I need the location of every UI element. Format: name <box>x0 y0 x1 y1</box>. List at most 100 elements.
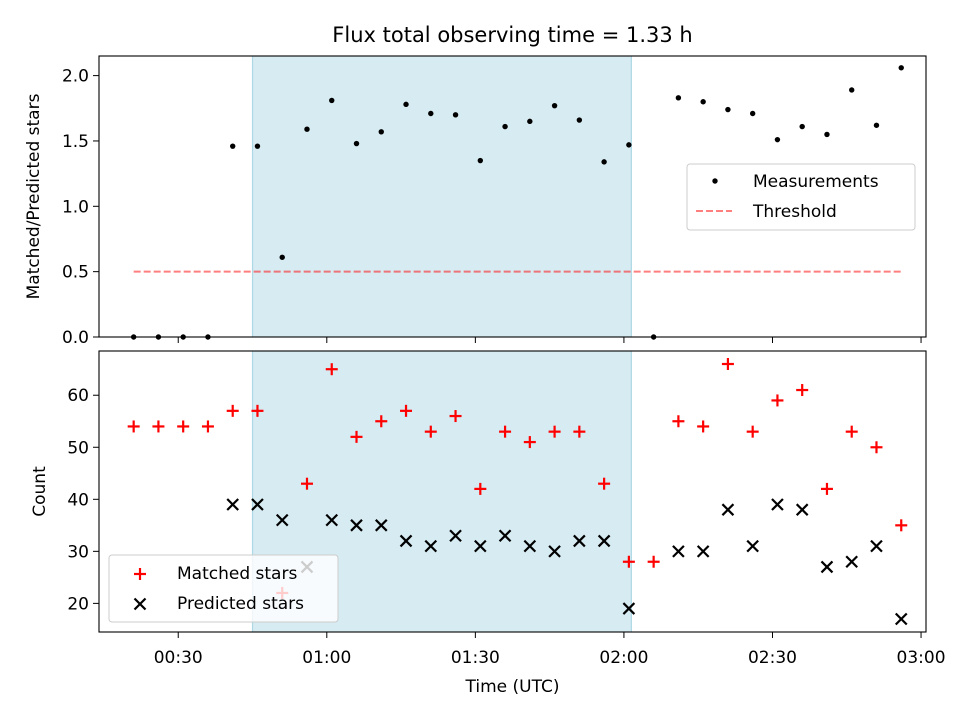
measurement-point <box>279 254 285 260</box>
matched-star-point <box>375 415 388 428</box>
matched-star-point <box>350 430 363 443</box>
chart-title: Flux total observing time = 1.33 h <box>332 23 692 47</box>
measurement-point <box>601 159 607 165</box>
predicted-star-point <box>275 513 289 527</box>
predicted-star-point <box>696 545 710 558</box>
measurement-point <box>799 123 805 130</box>
x-tick-label: 03:00 <box>897 648 946 668</box>
measurement-point <box>477 157 484 164</box>
top-ytick-label: 1.0 <box>62 197 89 217</box>
predicted-star-point <box>771 498 784 511</box>
measurement-point <box>378 129 384 135</box>
measurement-point <box>230 143 236 149</box>
measurement-point <box>428 110 434 117</box>
matched-star-point <box>845 425 858 438</box>
predicted-star-point <box>746 539 759 553</box>
matched-star-point <box>820 482 833 495</box>
measurement-point <box>502 123 508 130</box>
measurement-point <box>749 110 756 117</box>
matched-star-point <box>870 441 883 454</box>
predicted-star-point <box>399 534 413 548</box>
predicted-star-point <box>870 539 883 553</box>
measurement-point <box>353 140 360 147</box>
matched-star-point <box>226 404 239 417</box>
matched-star-point <box>746 425 759 438</box>
measurement-point <box>527 118 533 125</box>
matched-star-point <box>251 404 264 417</box>
matched-star-point <box>598 477 611 490</box>
legend-matched-label: Matched stars <box>177 564 297 584</box>
top-legend-box <box>686 163 916 231</box>
matched-star-point <box>771 394 784 407</box>
matched-star-point <box>201 420 214 433</box>
top-y-axis-label: Matched/Predicted stars <box>24 93 44 299</box>
bottom-ytick-label: 40 <box>67 490 89 510</box>
predicted-star-point <box>795 503 809 516</box>
bottom-panel: 20 30 40 50 60 00:30 01:00 01:30 02:00 02:30 03:0… <box>30 350 946 697</box>
predicted-star-point <box>845 555 858 569</box>
measurement-point <box>626 142 632 148</box>
legend-measurements-label: Measurements <box>753 172 879 192</box>
bottom-plot-frame <box>98 350 927 633</box>
measurement-point <box>700 99 706 105</box>
predicted-star-point <box>374 519 388 532</box>
predicted-star-point <box>548 545 561 558</box>
top-panel: 0.00.51.01.52.0 Matched/Predicted stars … <box>24 55 927 348</box>
x-tick-label: 02:30 <box>748 648 797 668</box>
legend-threshold-label: Threshold <box>752 202 837 222</box>
x-tick-label: 01:30 <box>451 648 500 668</box>
predicted-star-point <box>672 545 685 558</box>
top-plot-frame <box>98 55 927 338</box>
x-axis-label: Time (UTC) <box>465 677 560 697</box>
bottom-ytick-label: 20 <box>67 594 89 614</box>
predicted-star-point <box>449 529 462 543</box>
top-observing-window <box>252 56 632 337</box>
predicted-star-point <box>498 529 512 543</box>
bottom-ytick-label: 30 <box>67 542 89 562</box>
matched-star-point <box>672 415 685 428</box>
measurement-point <box>725 106 731 113</box>
legend-matched-marker <box>134 568 146 580</box>
legend-matched-plus <box>134 568 146 580</box>
predicted-star-point <box>325 513 339 527</box>
predicted-star-point <box>597 534 611 548</box>
top-ytick-label: 1.5 <box>62 132 89 152</box>
predicted-star-point <box>721 503 735 516</box>
predicted-star-point <box>820 560 834 574</box>
measurement-point <box>774 136 781 143</box>
measurement-point <box>675 95 682 101</box>
measurement-point <box>576 117 583 123</box>
predicted-star-point <box>350 519 363 532</box>
x-tick-label: 00:30 <box>154 648 203 668</box>
matched-star-point <box>424 425 437 438</box>
measurement-point <box>304 126 310 132</box>
matched-star-point <box>400 404 413 417</box>
predicted-star-point <box>226 498 239 511</box>
legend-predicted-cross <box>133 597 147 611</box>
matched-star-point <box>325 363 338 376</box>
bottom-legend-box <box>108 554 339 623</box>
matched-star-point <box>721 358 734 371</box>
legend-predicted-label: Predicted stars <box>177 594 304 614</box>
matched-star-point <box>152 420 165 433</box>
bottom-ytick-label: 60 <box>67 386 89 406</box>
matched-star-point <box>548 425 561 438</box>
top-ytick-label: 2.0 <box>62 67 89 87</box>
predicted-star-point <box>424 539 438 553</box>
legend-predicted-marker <box>133 597 147 611</box>
matched-star-point <box>177 420 190 433</box>
matched-star-point <box>895 519 908 532</box>
matched-star-point <box>647 555 660 568</box>
top-legend: Measurements Threshold <box>686 163 916 231</box>
measurement-point <box>403 101 409 108</box>
matched-star-point <box>796 384 809 397</box>
matched-star-point <box>449 410 462 423</box>
predicted-star-point <box>573 534 586 548</box>
matched-star-point <box>474 482 487 495</box>
predicted-star-point <box>523 539 537 553</box>
measurement-point <box>824 131 830 138</box>
bottom-ytick-label: 50 <box>67 438 89 458</box>
measurement-point <box>551 102 558 109</box>
matched-star-point <box>300 477 313 490</box>
x-tick-label: 01:00 <box>302 648 351 668</box>
